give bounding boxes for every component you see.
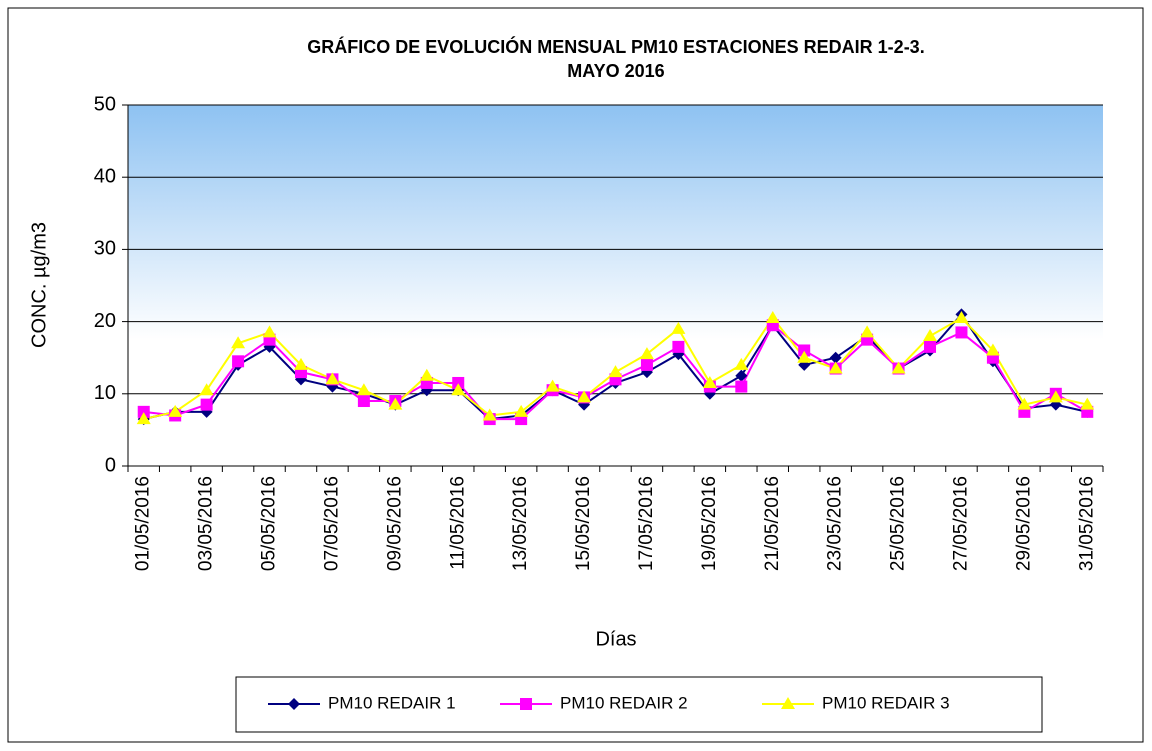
legend-label: PM10 REDAIR 1 — [328, 693, 456, 712]
marker — [955, 326, 968, 339]
y-tick-label: 0 — [105, 454, 116, 476]
marker — [232, 355, 245, 368]
x-tick-label: 27/05/2016 — [950, 476, 971, 571]
marker — [734, 357, 749, 370]
marker — [1080, 397, 1095, 410]
x-tick-label: 19/05/2016 — [699, 476, 720, 571]
x-tick-label: 15/05/2016 — [573, 476, 594, 571]
marker — [954, 310, 969, 323]
marker — [168, 404, 183, 417]
chart-subtitle: MAYO 2016 — [567, 61, 664, 81]
marker — [452, 376, 465, 389]
legend-marker — [520, 698, 532, 710]
y-axis-label: CONC. µg/m3 — [28, 222, 50, 348]
y-tick-label: 40 — [94, 165, 116, 187]
marker — [672, 340, 685, 353]
x-tick-label: 11/05/2016 — [447, 476, 468, 570]
marker — [735, 369, 748, 382]
y-tick-label: 30 — [94, 238, 116, 260]
marker — [702, 375, 717, 388]
marker — [797, 350, 812, 363]
x-tick-label: 29/05/2016 — [1013, 476, 1034, 571]
x-tick-label: 21/05/2016 — [762, 476, 783, 571]
marker — [356, 383, 371, 396]
marker — [577, 390, 592, 403]
marker — [357, 395, 370, 408]
marker — [924, 340, 937, 353]
chart-title: GRÁFICO DE EVOLUCIÓN MENSUAL PM10 ESTACI… — [307, 36, 924, 57]
x-tick-label: 03/05/2016 — [196, 476, 217, 571]
marker — [419, 368, 434, 381]
marker — [451, 383, 466, 396]
y-tick-label: 50 — [94, 93, 116, 115]
plot-area — [128, 105, 1103, 466]
legend-marker — [288, 698, 300, 710]
marker — [829, 351, 842, 364]
marker — [137, 405, 150, 418]
marker — [293, 357, 308, 370]
x-tick-label: 01/05/2016 — [133, 476, 154, 571]
legend-marker — [781, 697, 795, 709]
y-tick-label: 10 — [94, 382, 116, 404]
legend-label: PM10 REDAIR 2 — [560, 693, 688, 712]
marker — [639, 347, 654, 360]
y-tick-label: 20 — [94, 310, 116, 332]
marker — [798, 344, 811, 357]
x-tick-label: 13/05/2016 — [510, 476, 531, 571]
marker — [1017, 397, 1032, 410]
marker — [136, 412, 151, 425]
marker — [828, 361, 843, 374]
marker — [388, 397, 403, 410]
x-tick-label: 17/05/2016 — [636, 476, 657, 571]
x-tick-label: 07/05/2016 — [321, 476, 342, 571]
marker — [325, 372, 340, 385]
x-tick-label: 09/05/2016 — [384, 476, 405, 571]
marker — [985, 343, 1000, 356]
x-axis-label: Días — [595, 628, 636, 650]
marker — [231, 336, 246, 349]
marker — [765, 310, 780, 323]
legend-box — [235, 676, 1043, 733]
marker — [671, 321, 686, 334]
x-tick-label: 25/05/2016 — [888, 476, 909, 571]
marker — [199, 383, 214, 396]
marker — [608, 365, 623, 378]
marker — [545, 379, 560, 392]
legend-label: PM10 REDAIR 3 — [822, 693, 950, 712]
marker — [1048, 390, 1063, 403]
x-tick-label: 23/05/2016 — [825, 476, 846, 571]
marker — [860, 325, 875, 338]
marker — [200, 398, 213, 411]
marker — [891, 361, 906, 374]
x-tick-label: 05/05/2016 — [259, 476, 280, 571]
x-tick-label: 31/05/2016 — [1076, 476, 1097, 571]
marker — [640, 358, 653, 371]
marker — [923, 329, 938, 342]
marker — [514, 404, 529, 417]
marker — [482, 408, 497, 421]
marker — [735, 380, 748, 393]
marker — [262, 325, 277, 338]
